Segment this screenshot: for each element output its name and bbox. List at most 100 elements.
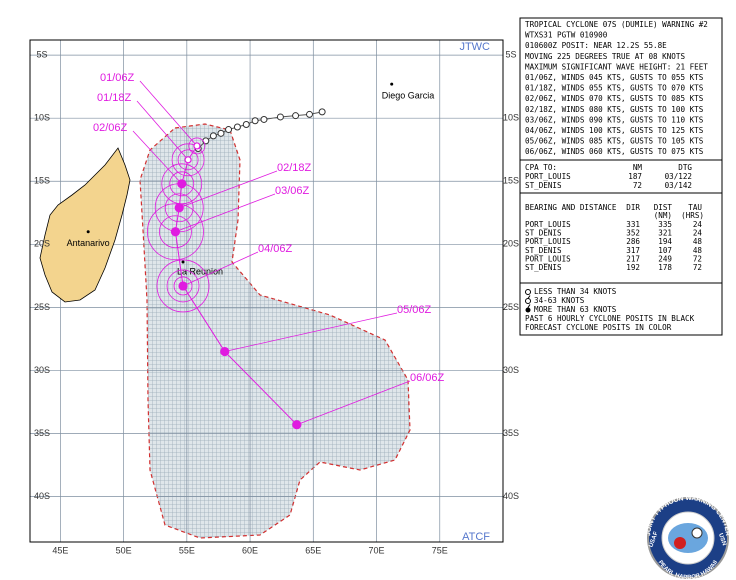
forecast-label: 01/06Z [100, 72, 135, 84]
forecast-position [292, 420, 302, 430]
forecast-leader [182, 251, 259, 287]
forecast-leader [136, 100, 189, 161]
lon-tick-label: 50E [116, 545, 132, 555]
lon-tick-label: 70E [369, 545, 385, 555]
wind-radius [169, 171, 195, 197]
place-dot [390, 82, 394, 86]
panel-text: BEARING AND DISTANCE [525, 203, 617, 212]
lat-tick-label: 35S [503, 428, 519, 438]
panel-text: 249 [658, 254, 672, 263]
forecast-position [178, 281, 188, 291]
lat-tick-label: 25S [34, 302, 50, 312]
lat-tick-label: 15S [503, 176, 519, 186]
panel-text: MOVING 225 DEGREES TRUE AT 08 KNOTS [525, 52, 685, 61]
panel-text: DIST [654, 203, 673, 212]
panel-text: 03/06Z, WINDS 090 KTS, GUSTS TO 110 KTS [525, 115, 704, 124]
forecast-position [220, 346, 230, 357]
panel-text: PORT_LOUIS [525, 254, 571, 263]
panel-text: 352 [626, 229, 640, 238]
corner-label: JTWC [459, 41, 490, 53]
past-position [209, 132, 217, 140]
panel-text: 03/122 [665, 172, 692, 181]
lat-tick-label: 5S [505, 50, 516, 60]
panel-text: 217 [626, 254, 640, 263]
forecast-label: 01/18Z [97, 92, 132, 104]
past-position [225, 126, 233, 134]
panel-text: 192 [626, 263, 640, 272]
forecast-position [174, 203, 184, 213]
panel-text: 48 [693, 246, 703, 255]
past-position [251, 117, 259, 125]
past-position [318, 108, 326, 116]
danger-area [139, 123, 411, 539]
wind-radius [147, 203, 204, 261]
panel-text: DTG [678, 163, 692, 172]
logo-globe [668, 523, 708, 553]
wind-radius [171, 143, 205, 177]
panel-text: 187 [628, 172, 642, 181]
panel-text: 01/06Z, WINDS 045 KTS, GUSTS TO 055 KTS [525, 73, 704, 82]
lon-tick-label: 60E [242, 545, 258, 555]
place-label: Diego Garcia [382, 91, 435, 101]
forecast-leader [139, 80, 198, 147]
forecast-label: 02/18Z [277, 162, 312, 174]
forecast-track-line [174, 145, 298, 426]
past-position [292, 112, 300, 120]
forecast-label: 05/06Z [397, 304, 432, 316]
place-label: La Reunion [177, 266, 223, 276]
lon-tick-label: 55E [179, 545, 195, 555]
forecast-position [177, 179, 187, 189]
panel-text: 24 [693, 229, 703, 238]
panel-text: WTXS31 PGTW 010900 [525, 31, 608, 40]
panel-text: ST_DENIS [525, 263, 562, 272]
lat-tick-label: 15S [34, 176, 50, 186]
lat-tick-label: 10S [34, 113, 50, 123]
lat-tick-label: 30S [34, 365, 50, 375]
forecast-label: 03/06Z [275, 185, 310, 197]
panel-text: 107 [658, 246, 672, 255]
forecast-leader [224, 312, 398, 352]
panel-text: 72 [693, 254, 702, 263]
corner-label: ATCF [462, 531, 490, 543]
panel-text: 06/06Z, WINDS 060 KTS, GUSTS TO 075 KTS [525, 147, 704, 156]
legend-icon [527, 295, 531, 299]
panel-text: DIR [626, 203, 640, 212]
lat-tick-label: 10S [503, 113, 519, 123]
panel-text: 02/06Z, WINDS 070 KTS, GUSTS TO 085 KTS [525, 94, 704, 103]
wind-radius [177, 149, 199, 171]
wind-radius [159, 215, 192, 249]
panel-text: 286 [626, 237, 640, 246]
forecast-position [184, 156, 192, 164]
panel-text: TAU [688, 203, 702, 212]
lat-tick-label: 25S [503, 302, 519, 312]
panel-text: 010600Z POSIT: NEAR 12.2S 55.8E [525, 41, 667, 50]
panel-text: 48 [693, 237, 703, 246]
madagascar [39, 147, 131, 303]
lon-tick-label: 45E [52, 545, 68, 555]
panel-text: 321 [658, 229, 672, 238]
logo: JOINT TYPHOON WARNING CENTER PEARL HARBO… [645, 495, 731, 580]
past-position [202, 137, 210, 145]
panel-text: PORT_LOUIS [525, 220, 571, 229]
legend-icon [525, 289, 531, 295]
info-panel: TROPICAL CYCLONE 07S (DUMILE) WARNING #2… [519, 17, 723, 336]
forecast-position [170, 227, 181, 237]
track: Diego Garcia Antanarivo La Reunion [67, 80, 435, 430]
panel-text: 72 [633, 181, 642, 190]
wind-radius [188, 137, 206, 155]
forecast-label: 02/06Z [93, 122, 128, 134]
past-position [242, 121, 250, 129]
panel-text: ST_DENIS [525, 246, 562, 255]
panel-text: 02/18Z, WINDS 080 KTS, GUSTS TO 100 KTS [525, 105, 704, 114]
panel-text: 01/18Z, WINDS 055 KTS, GUSTS TO 070 KTS [525, 84, 704, 93]
legend-icon [525, 307, 531, 313]
lat-tick-label: 5S [36, 50, 47, 60]
panel-text: ST_DENIS [525, 181, 562, 190]
place-label: Antanarivo [67, 238, 110, 248]
forecast-label: 06/06Z [410, 372, 445, 384]
place-dot [181, 260, 185, 264]
panel-text: (HRS) [681, 211, 704, 220]
panel-text: FORECAST CYCLONE POSITS IN COLOR [525, 323, 672, 332]
panel-text: 178 [658, 263, 672, 272]
